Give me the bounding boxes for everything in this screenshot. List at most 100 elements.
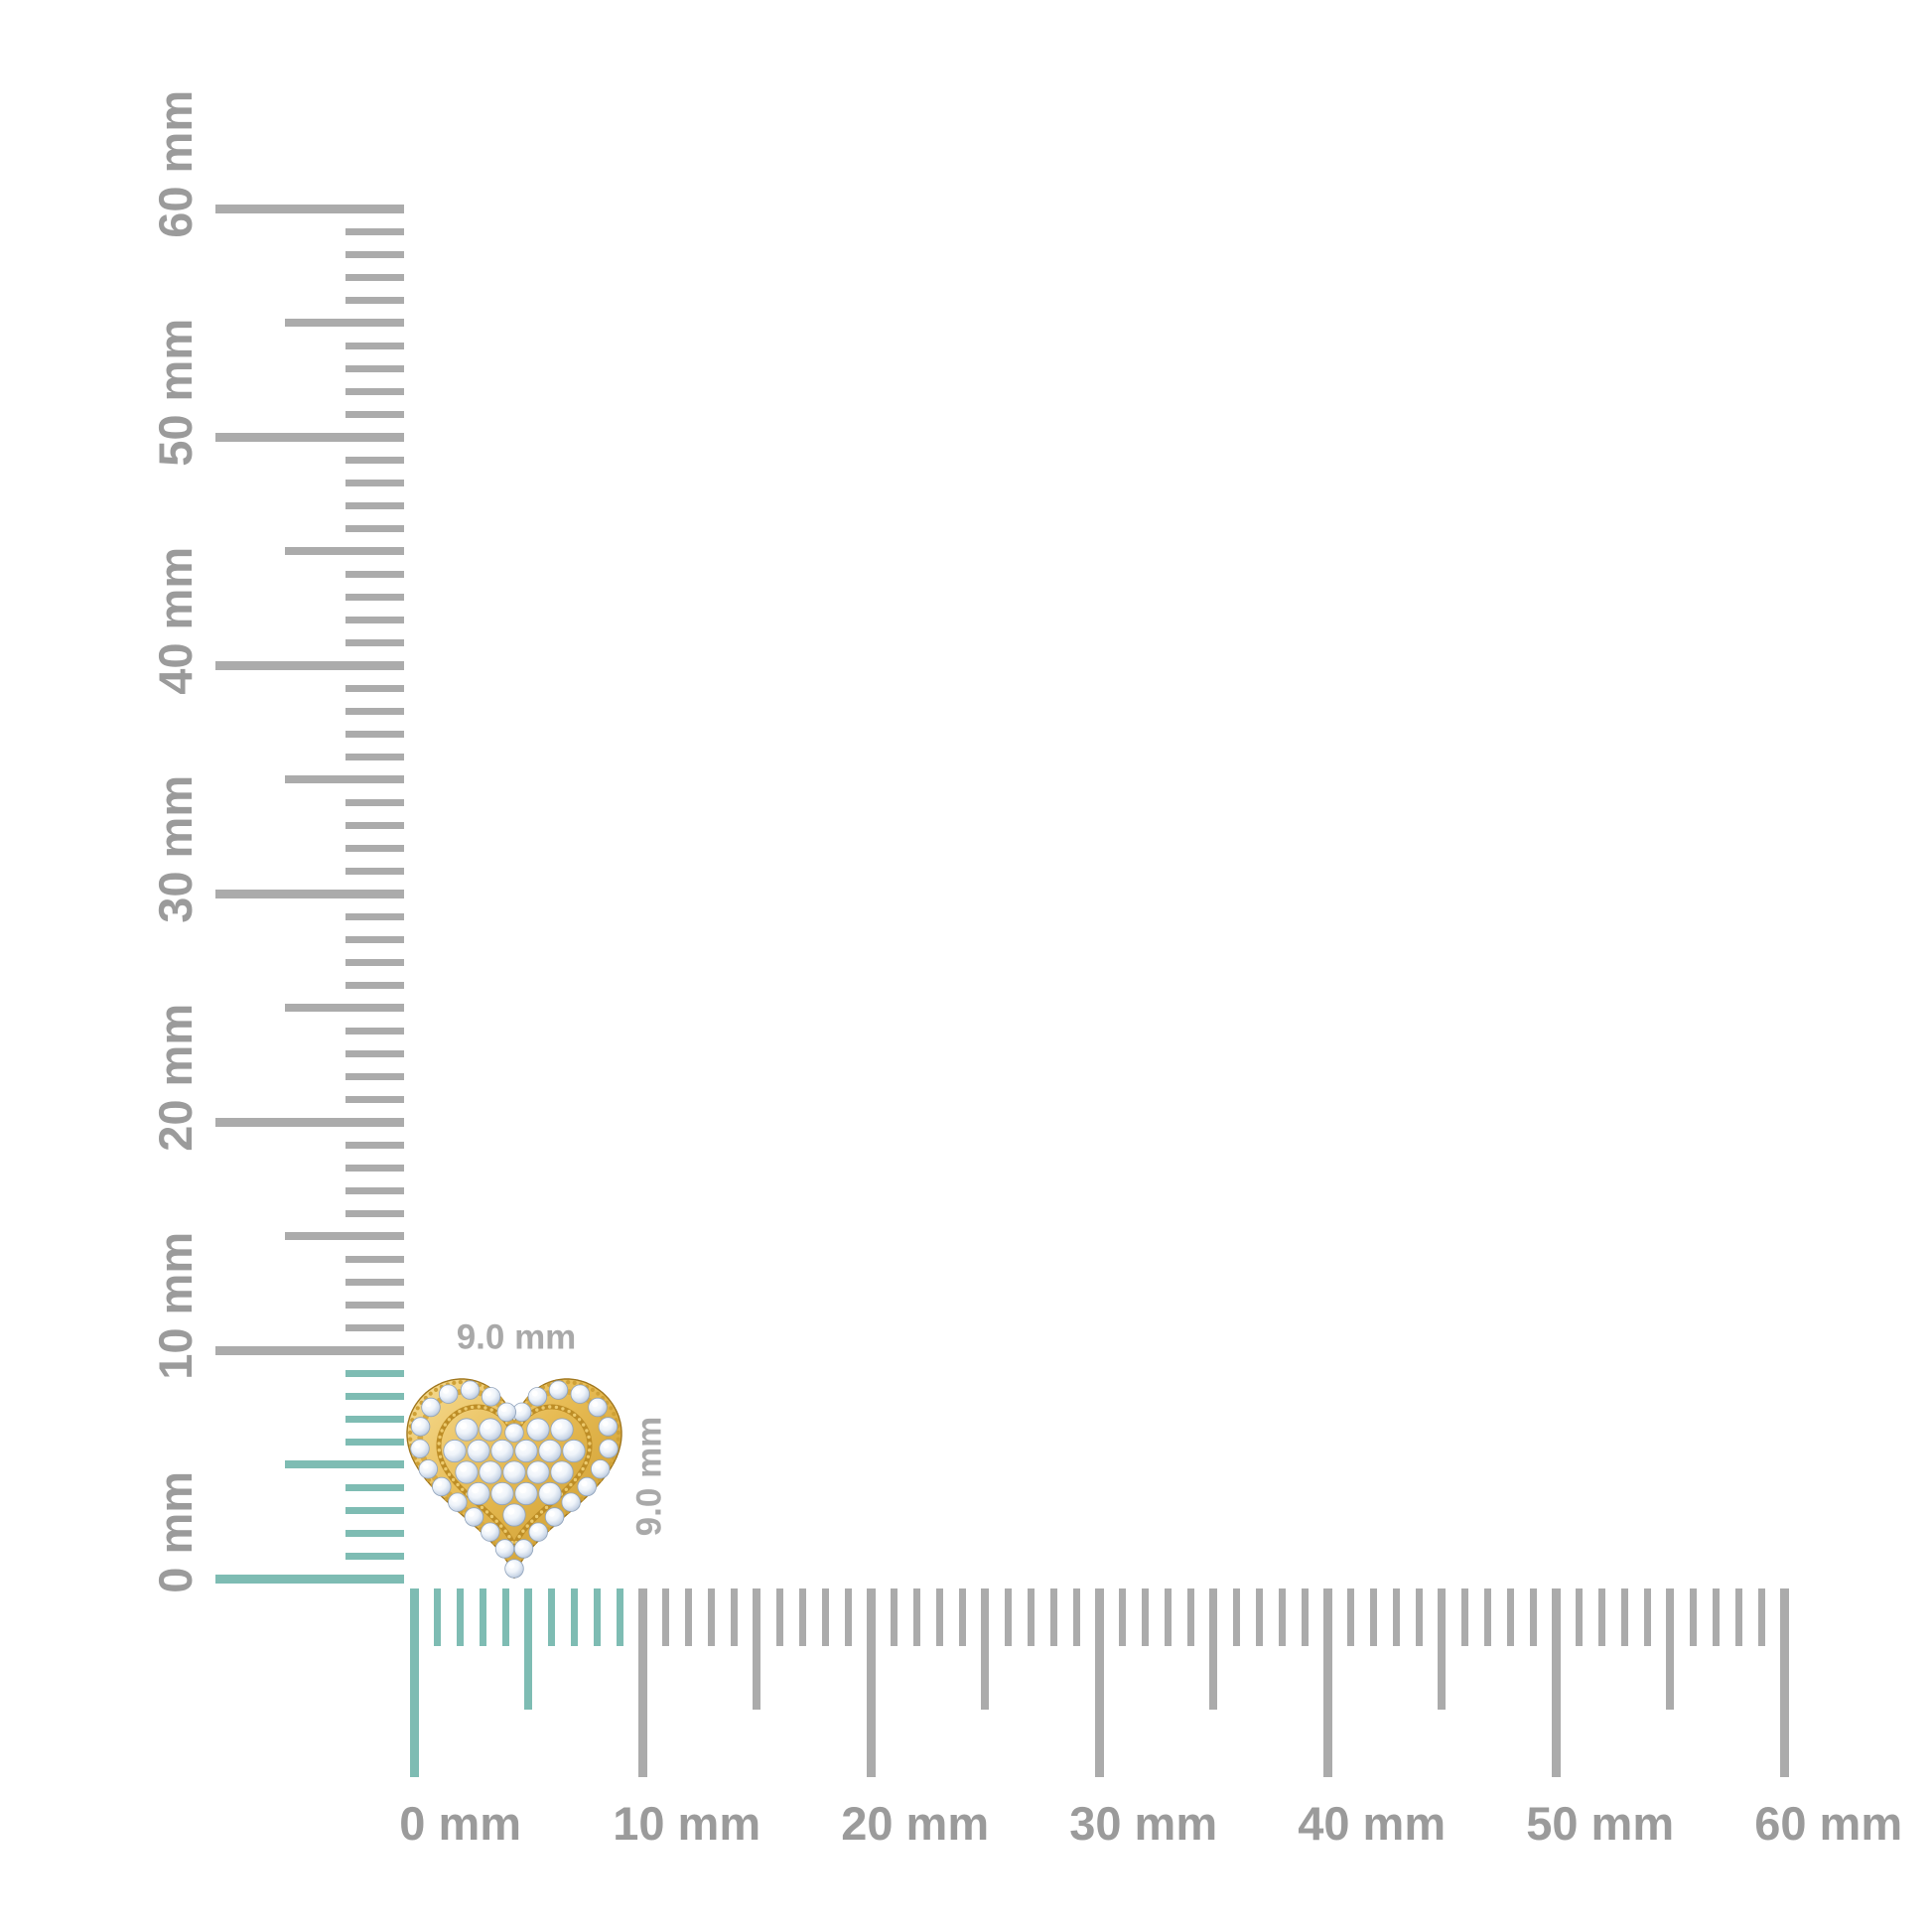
ruler-tick: [1301, 1588, 1309, 1646]
ruler-tick: [345, 1369, 404, 1377]
ruler-tick: [1575, 1588, 1583, 1646]
ruler-tick: [456, 1588, 464, 1646]
ruler-tick: [215, 660, 404, 670]
ruler-tick: [1734, 1588, 1742, 1646]
ruler-label: 50 mm: [149, 318, 202, 467]
ruler-tick: [345, 730, 404, 738]
ruler-tick: [798, 1588, 806, 1646]
ruler-tick: [1255, 1588, 1263, 1646]
ruler-label: 40 mm: [1298, 1797, 1447, 1850]
ruler-tick: [1322, 1588, 1332, 1777]
ruler-tick: [570, 1588, 578, 1646]
ruler-tick: [345, 479, 404, 486]
ruler-label: 40 mm: [149, 546, 202, 695]
ruler-label: 60 mm: [1754, 1797, 1903, 1850]
ruler-tick: [345, 593, 404, 601]
ruler-tick: [1597, 1588, 1605, 1646]
ruler-tick: [661, 1588, 669, 1646]
ruler-tick: [345, 867, 404, 875]
ruler-tick: [345, 1049, 404, 1057]
ruler-tick: [345, 1164, 404, 1172]
ruler-tick: [1643, 1588, 1651, 1646]
ruler-tick: [890, 1588, 897, 1646]
ruler-label: 10 mm: [149, 1231, 202, 1380]
ruler-tick: [753, 1588, 760, 1710]
ruler-tick: [1529, 1588, 1537, 1646]
ruler-tick: [821, 1588, 829, 1646]
ruler-tick: [345, 501, 404, 509]
ruler-tick: [285, 775, 404, 783]
ruler-tick: [345, 456, 404, 464]
ruler-tick: [345, 1255, 404, 1263]
ruler-tick: [345, 912, 404, 920]
ruler-tick: [1483, 1588, 1491, 1646]
ruler-tick: [1186, 1588, 1194, 1646]
ruler-tick: [345, 1415, 404, 1423]
ruler-tick: [1094, 1588, 1104, 1777]
ruler-label: 60 mm: [149, 89, 202, 238]
ruler-tick: [345, 753, 404, 760]
ruler-tick: [1072, 1588, 1080, 1646]
ruler-tick: [215, 1117, 404, 1127]
ruler-tick: [345, 1506, 404, 1514]
ruler-tick: [775, 1588, 783, 1646]
ruler-tick: [912, 1588, 920, 1646]
ruler-tick: [1141, 1588, 1149, 1646]
ruler-tick: [433, 1588, 441, 1646]
ruler-tick: [844, 1588, 852, 1646]
ruler-tick: [1004, 1588, 1012, 1646]
ruler-tick: [1232, 1588, 1240, 1646]
ruler-tick: [981, 1588, 989, 1710]
ruler-tick: [684, 1588, 692, 1646]
ruler-label: 0 mm: [399, 1797, 522, 1850]
ruler-tick: [345, 1095, 404, 1103]
ruler-tick: [345, 1301, 404, 1309]
ruler-tick: [1438, 1588, 1446, 1710]
ruler-tick: [1666, 1588, 1674, 1710]
ruler-tick: [345, 1392, 404, 1400]
ruler-label: 0 mm: [149, 1470, 202, 1593]
heart-stud-earring: [406, 1378, 622, 1579]
ruler-tick: [215, 204, 404, 213]
ruler-tick: [285, 319, 404, 327]
ruler-tick: [1712, 1588, 1720, 1646]
ruler-tick: [958, 1588, 966, 1646]
ruler-tick: [345, 570, 404, 578]
ruler-tick: [345, 1483, 404, 1491]
ruler-tick: [1460, 1588, 1468, 1646]
ruler-tick: [345, 524, 404, 532]
ruler-tick: [1049, 1588, 1057, 1646]
ruler-tick: [345, 638, 404, 646]
ruler-tick: [345, 1027, 404, 1035]
ruler-tick: [1620, 1588, 1628, 1646]
ruler-tick: [479, 1588, 486, 1646]
width-dimension-label: 9.0 mm: [456, 1317, 577, 1357]
ruler-tick: [345, 342, 404, 349]
ruler-tick: [285, 1460, 404, 1468]
ruler-tick: [215, 1345, 404, 1355]
ruler-tick: [1757, 1588, 1765, 1646]
ruler-tick: [409, 1588, 419, 1777]
ruler-tick: [1415, 1588, 1423, 1646]
ruler-tick: [730, 1588, 738, 1646]
ruler-tick: [345, 935, 404, 943]
ruler-label: 50 mm: [1526, 1797, 1675, 1850]
ruler-tick: [345, 981, 404, 989]
ruler-tick: [935, 1588, 943, 1646]
ruler-tick: [285, 1232, 404, 1240]
ruler-tick: [501, 1588, 509, 1646]
ruler-tick: [345, 616, 404, 623]
ruler-tick: [345, 1323, 404, 1331]
ruler-tick: [1027, 1588, 1035, 1646]
ruler-tick: [345, 958, 404, 966]
ruler-tick: [215, 432, 404, 442]
ruler-tick: [637, 1588, 647, 1777]
ruler-tick: [285, 1004, 404, 1012]
ruler-tick: [1164, 1588, 1172, 1646]
ruler-tick: [345, 1552, 404, 1560]
ruler-tick: [345, 844, 404, 852]
ruler-tick: [1369, 1588, 1377, 1646]
